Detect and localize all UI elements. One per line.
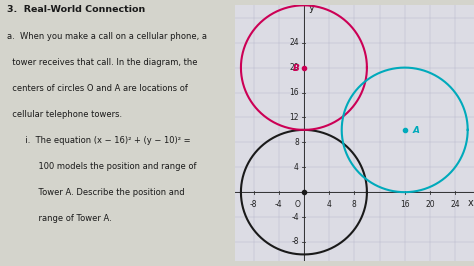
Text: -8: -8 [250,200,257,209]
Text: Tower A. Describe the position and: Tower A. Describe the position and [7,188,185,197]
Text: 24: 24 [289,38,299,47]
Text: 8: 8 [352,200,357,209]
Text: i.  The equation (x − 16)² + (y − 10)² =: i. The equation (x − 16)² + (y − 10)² = [7,136,191,145]
Text: 8: 8 [294,138,299,147]
Text: tower receives that call. In the diagram, the: tower receives that call. In the diagram… [7,58,198,67]
Text: 20: 20 [425,200,435,209]
Text: 4: 4 [327,200,331,209]
Text: a.  When you make a call on a cellular phone, a: a. When you make a call on a cellular ph… [7,32,207,41]
Text: centers of circles O and A are locations of: centers of circles O and A are locations… [7,84,188,93]
Text: 24: 24 [450,200,460,209]
Text: y: y [308,3,314,14]
Text: 4: 4 [294,163,299,172]
Text: 12: 12 [290,113,299,122]
Text: -8: -8 [292,238,299,247]
Text: O: O [295,200,301,209]
Text: 3.  Real-World Connection: 3. Real-World Connection [7,5,146,14]
Text: A: A [412,126,419,135]
Text: 100 models the position and range of: 100 models the position and range of [7,162,197,171]
Text: range of Tower A.: range of Tower A. [7,214,112,223]
Text: cellular telephone towers.: cellular telephone towers. [7,110,122,119]
Text: -4: -4 [275,200,283,209]
Text: 16: 16 [400,200,410,209]
Text: B: B [292,64,300,73]
Text: 20: 20 [289,63,299,72]
Text: -4: -4 [291,213,299,222]
Text: x: x [468,198,474,208]
Text: 16: 16 [289,88,299,97]
